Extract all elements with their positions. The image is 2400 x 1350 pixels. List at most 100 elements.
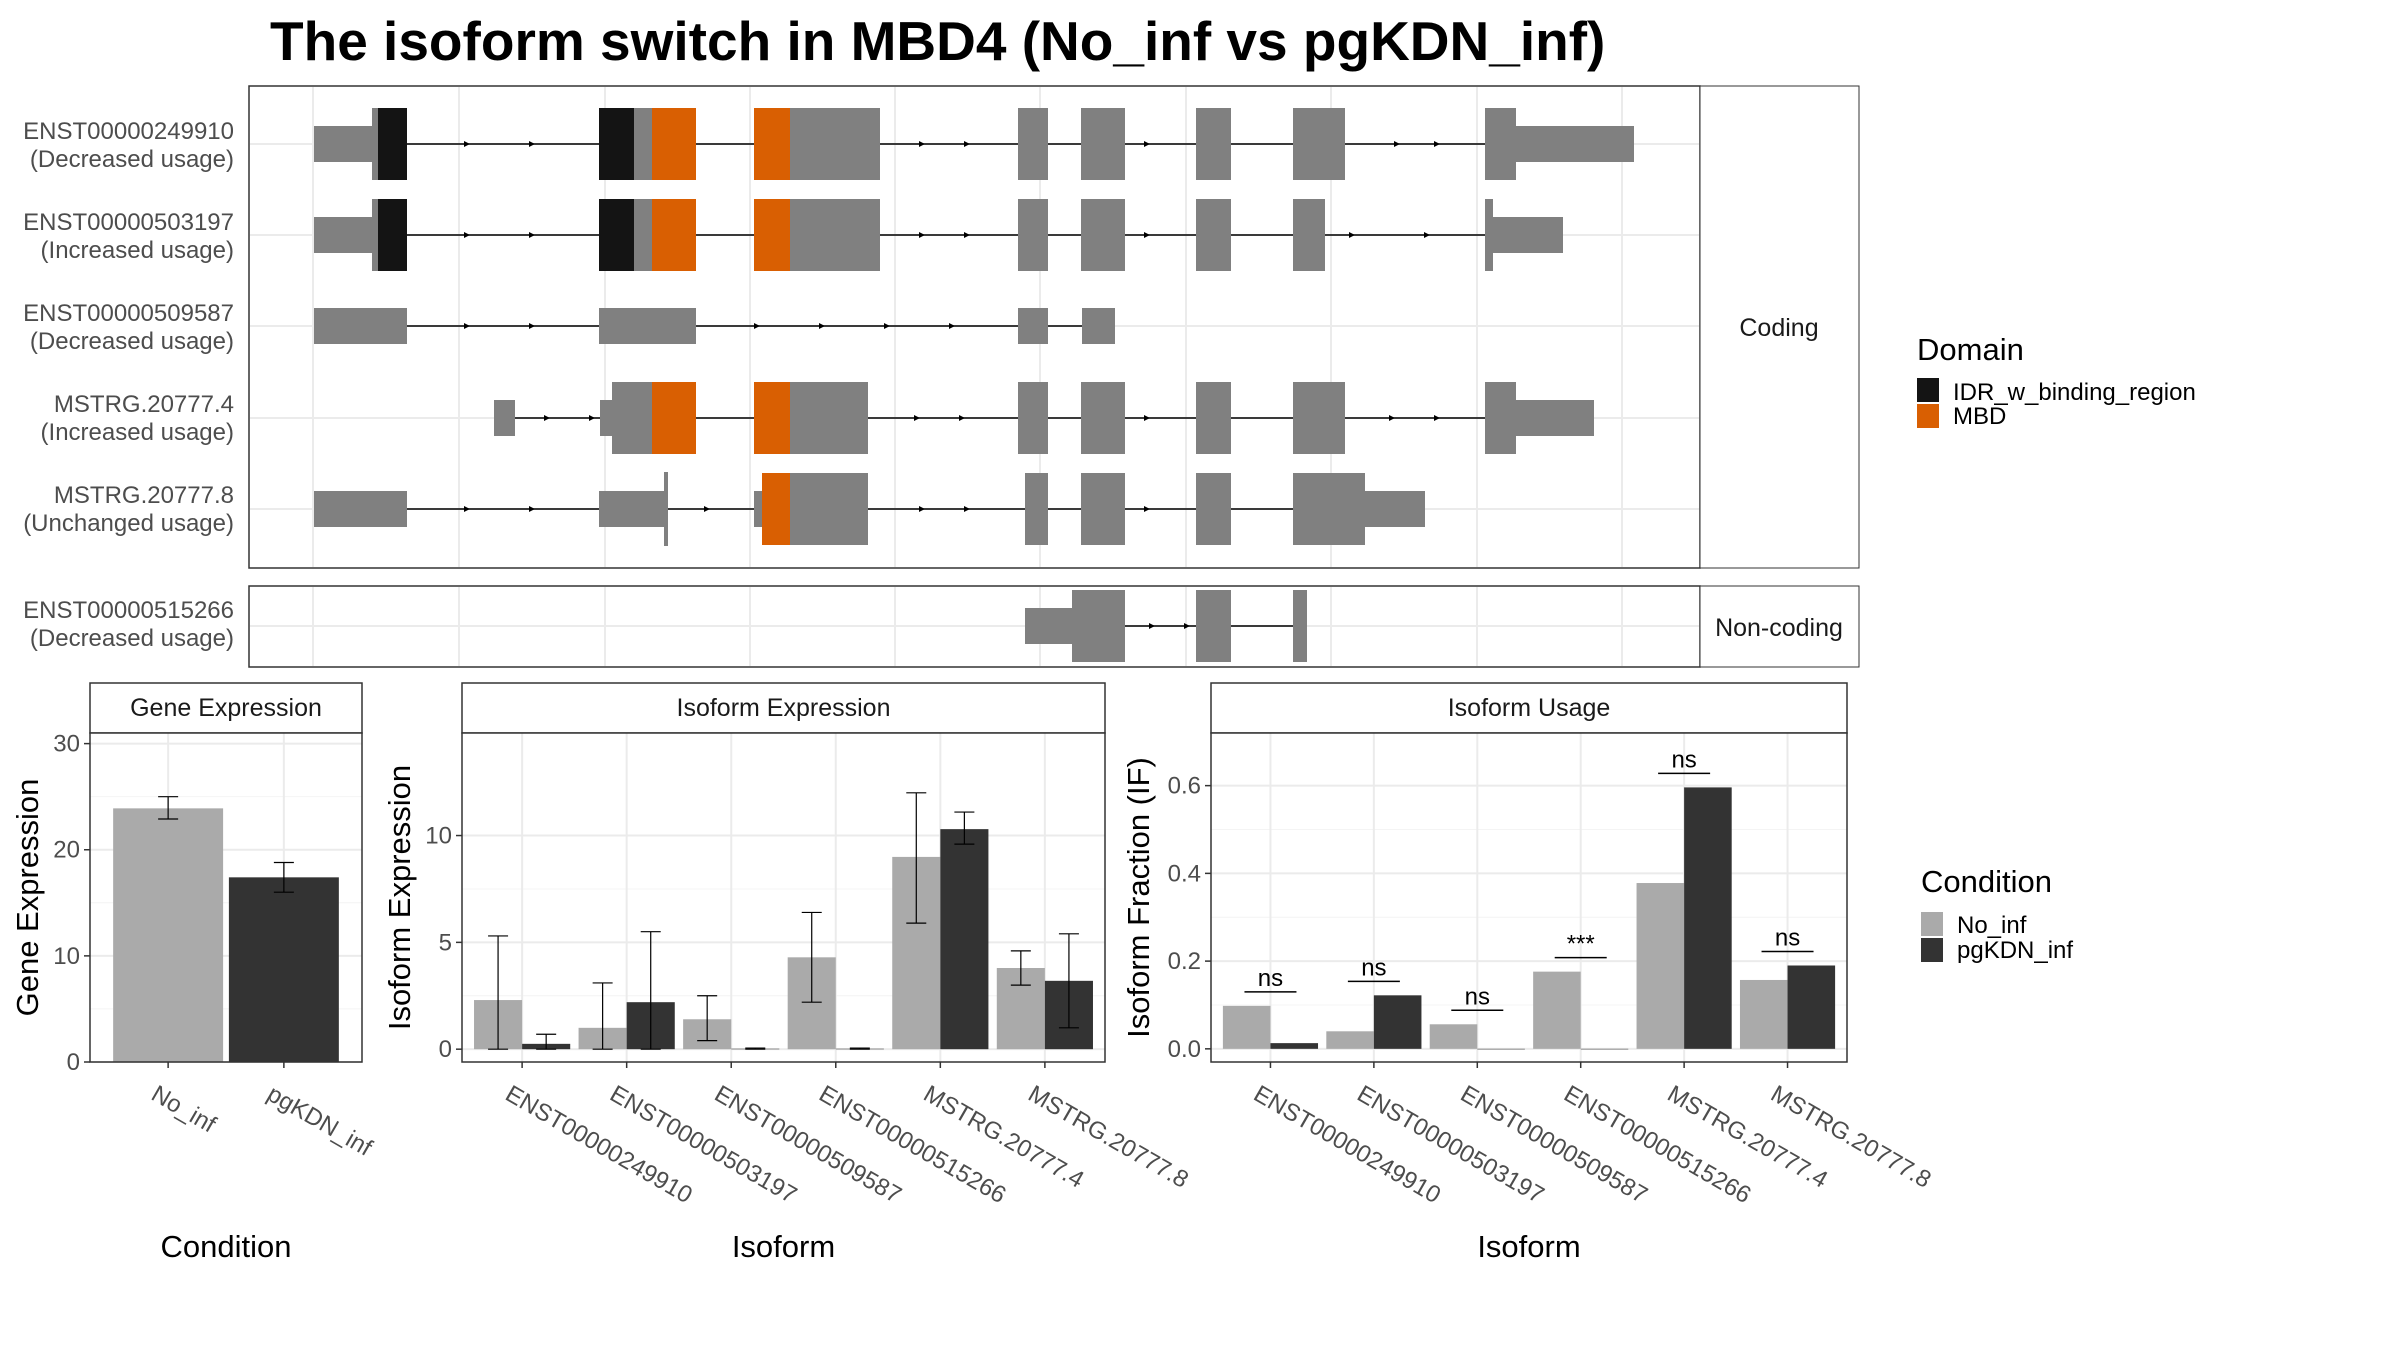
- exon-block: [1196, 590, 1231, 662]
- intron-arrow: [754, 323, 760, 329]
- bar: [1429, 1024, 1478, 1049]
- intron-arrow: [1144, 506, 1150, 512]
- y-tick-label: 0.4: [1168, 860, 1201, 887]
- exon-block: [1196, 108, 1231, 180]
- facet-strip: [461, 682, 1106, 734]
- x-tick-label: pgKDN_inf: [262, 1080, 376, 1162]
- legend-label-no-inf: No_inf: [1957, 912, 2027, 939]
- exon-block: [314, 126, 372, 162]
- exon-block: [372, 108, 378, 180]
- bar: [1580, 1048, 1629, 1050]
- coding-strip-label: Coding: [1739, 314, 1818, 342]
- y-tick-label: 10: [425, 823, 452, 850]
- exon-block: [1082, 308, 1115, 344]
- exon-block: [1081, 108, 1125, 180]
- y-tick-label: 5: [439, 929, 452, 956]
- bar: [1787, 965, 1836, 1049]
- x-axis-title: Isoform: [732, 1229, 835, 1264]
- y-axis-title: Isoform Expression: [382, 765, 417, 1030]
- facet-strip: [1210, 682, 1848, 734]
- intron-arrow: [964, 141, 970, 147]
- exon-block: [1485, 199, 1493, 271]
- y-tick-label: 0.0: [1168, 1036, 1201, 1063]
- intron-arrow: [464, 323, 470, 329]
- x-tick-label: ENST00000249910: [1249, 1080, 1445, 1209]
- x-tick-label: ENST00000509587: [1456, 1080, 1652, 1209]
- exon-block: [754, 491, 762, 527]
- intron-arrow: [1149, 623, 1155, 629]
- bar: [1326, 1031, 1374, 1049]
- intron-arrow: [529, 506, 535, 512]
- bar: [1684, 787, 1732, 1049]
- y-axis-title: Isoform Fraction (IF): [1121, 757, 1156, 1038]
- legend-label-pgkdn-inf: pgKDN_inf: [1957, 937, 2073, 964]
- transcript-label: MSTRG.20777.8: [54, 482, 234, 509]
- exon-block: [790, 473, 868, 545]
- bar: [1270, 1043, 1319, 1049]
- exon-block: [1293, 382, 1345, 454]
- y-tick-label: 10: [53, 943, 80, 970]
- exon-block: [754, 108, 790, 180]
- exon-block: [1493, 217, 1563, 253]
- exon-block: [1018, 382, 1048, 454]
- intron-arrow: [1349, 232, 1355, 238]
- intron-arrow: [1424, 232, 1430, 238]
- bar: [228, 877, 339, 1062]
- gene-expression-chart: Gene Expression 0 10 20 30 No_inf pgKDN_inf Con…: [10, 682, 377, 1264]
- exon-block: [612, 382, 652, 454]
- x-tick-label: No_inf: [147, 1080, 221, 1138]
- exon-block: [664, 472, 668, 546]
- intron-arrow: [704, 506, 710, 512]
- x-tick-label: ENST00000515266: [1559, 1080, 1755, 1209]
- figure-title: The isoform switch in MBD4 (No_inf vs pg…: [270, 10, 1605, 72]
- exon-block: [1196, 199, 1231, 271]
- exon-block: [314, 308, 407, 344]
- domain-legend-title: Domain: [1917, 332, 2024, 367]
- y-tick-label: 0: [439, 1036, 452, 1063]
- exon-block: [1025, 608, 1072, 644]
- significance-label: ns: [1671, 746, 1696, 773]
- exon-block: [1018, 308, 1048, 344]
- exon-block: [652, 199, 696, 271]
- bar: [113, 808, 224, 1062]
- intron-arrow: [464, 141, 470, 147]
- transcript-usage-label: (Decreased usage): [30, 146, 234, 173]
- x-tick-label: ENST00000515266: [814, 1080, 1010, 1209]
- x-tick-label: ENST00000509587: [710, 1080, 906, 1209]
- x-tick-label: ENST00000503197: [1352, 1080, 1548, 1209]
- intron-arrow: [1144, 232, 1150, 238]
- significance-label: ns: [1361, 954, 1386, 981]
- intron-arrow: [949, 323, 955, 329]
- bar: [1222, 1005, 1271, 1049]
- exon-block: [790, 382, 868, 454]
- panel-border: [461, 732, 1106, 1063]
- exon-block: [790, 108, 880, 180]
- exon-block: [1365, 491, 1425, 527]
- intron-arrow: [1144, 415, 1150, 421]
- exon-block: [1018, 199, 1048, 271]
- exon-block: [599, 199, 634, 271]
- significance-label: ns: [1775, 924, 1800, 951]
- y-tick-label: 30: [53, 731, 80, 758]
- intron-arrow: [964, 506, 970, 512]
- condition-legend: Condition No_inf pgKDN_inf: [1921, 864, 2073, 964]
- exon-block: [790, 199, 880, 271]
- exon-block: [1516, 126, 1634, 162]
- exon-block: [634, 199, 652, 271]
- exon-block: [1081, 473, 1125, 545]
- transcript-label: MSTRG.20777.4: [54, 391, 234, 418]
- transcript-label: ENST00000509587: [23, 300, 234, 327]
- panel-border: [1210, 732, 1848, 1063]
- intron-arrow: [1144, 141, 1150, 147]
- intron-arrow: [919, 141, 925, 147]
- transcript-labels: ENST00000249910 (Decreased usage) ENST00…: [23, 118, 234, 652]
- noncoding-structure-panel: [248, 585, 1701, 668]
- transcript-usage-label: (Decreased usage): [30, 328, 234, 355]
- noncoding-strip: [1699, 585, 1860, 668]
- intron-arrow: [529, 232, 535, 238]
- bar: [940, 829, 989, 1050]
- transcript-usage-label: (Increased usage): [41, 237, 234, 264]
- exon-block: [754, 382, 790, 454]
- legend-label-idr: IDR_w_binding_region: [1953, 379, 2196, 406]
- transcript-label: ENST00000515266: [23, 597, 234, 624]
